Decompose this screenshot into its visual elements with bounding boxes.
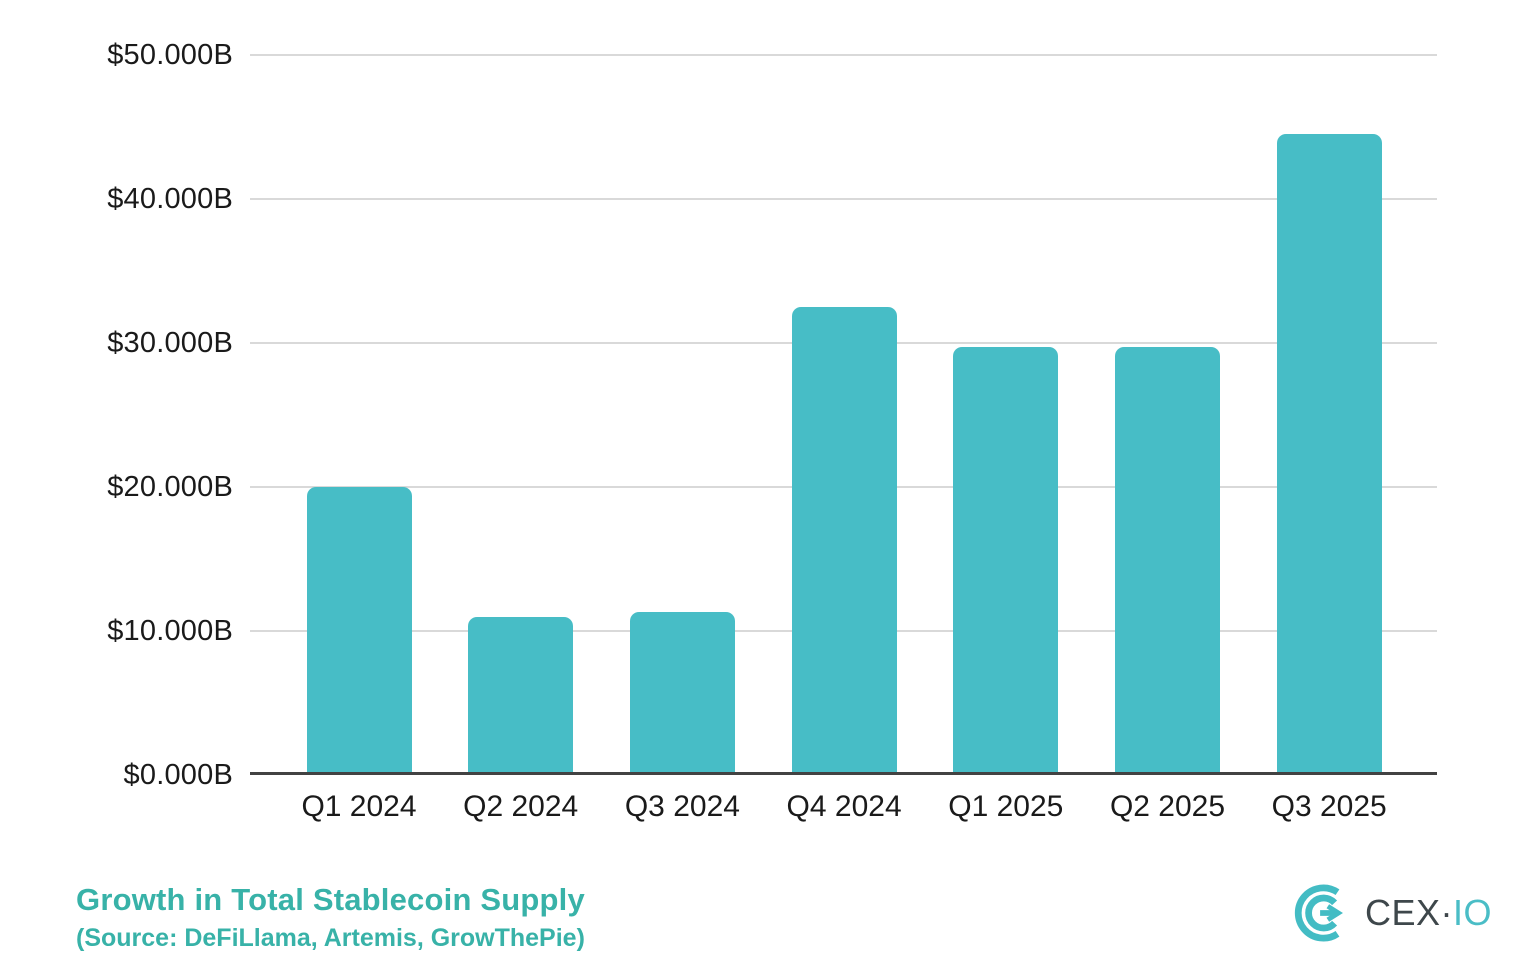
chart-caption: Growth in Total Stablecoin Supply (Sourc… bbox=[76, 881, 585, 954]
bar-q1-2024 bbox=[306, 487, 412, 775]
bar-q2-2024 bbox=[468, 616, 574, 775]
cex-io-logo-mark bbox=[1294, 884, 1343, 942]
x-tick-label-q1-2025: Q1 2025 bbox=[948, 790, 1064, 823]
y-tick-label-0b: $0.000B bbox=[123, 759, 233, 791]
wordmark-io: IO bbox=[1452, 892, 1492, 933]
x-axis-tick-labels: Q1 2024 Q2 2024 Q3 2024 Q4 2024 Q1 2025 Q2 20… bbox=[250, 789, 1437, 829]
gridline-50b bbox=[250, 54, 1437, 56]
bar-q3-2025 bbox=[1276, 134, 1382, 775]
x-tick-label-q2-2025: Q2 2025 bbox=[1109, 790, 1226, 823]
x-tick-label-q3-2025: Q3 2025 bbox=[1271, 790, 1387, 823]
cex-io-logo: CEX·IO bbox=[1294, 884, 1492, 942]
y-axis-tick-labels: $50.000B $40.000B $30.000B $20.000B $10.000B… bbox=[0, 39, 233, 791]
x-tick-label-q2-2024: Q2 2024 bbox=[463, 790, 579, 823]
y-tick-label-50b: $50.000B bbox=[107, 39, 233, 71]
bar-q1-2025 bbox=[953, 347, 1059, 775]
chart-source: (Source: DeFiLlama, Artemis, GrowThePie) bbox=[76, 924, 585, 952]
bar-q4-2024 bbox=[791, 307, 897, 775]
chart-title: Growth in Total Stablecoin Supply bbox=[76, 882, 585, 917]
wordmark-dot: · bbox=[1440, 892, 1453, 933]
y-tick-label-20b: $20.000B bbox=[107, 471, 233, 503]
plot-area bbox=[250, 54, 1437, 775]
wordmark-cex: CEX bbox=[1364, 892, 1441, 933]
y-tick-label-10b: $10.000B bbox=[107, 615, 233, 647]
y-tick-label-40b: $40.000B bbox=[107, 183, 233, 215]
cex-io-wordmark: CEX·IO bbox=[1365, 884, 1492, 942]
x-tick-label-q3-2024: Q3 2024 bbox=[624, 790, 740, 823]
y-tick-label-30b: $30.000B bbox=[107, 327, 233, 359]
x-tick-label-q4-2024: Q4 2024 bbox=[786, 790, 902, 823]
x-tick-label-q1-2024: Q1 2024 bbox=[301, 790, 417, 823]
x-axis-line bbox=[250, 772, 1437, 775]
bar-q3-2024 bbox=[629, 612, 735, 775]
gridline-40b bbox=[250, 198, 1437, 200]
bar-q2-2025 bbox=[1115, 347, 1220, 775]
